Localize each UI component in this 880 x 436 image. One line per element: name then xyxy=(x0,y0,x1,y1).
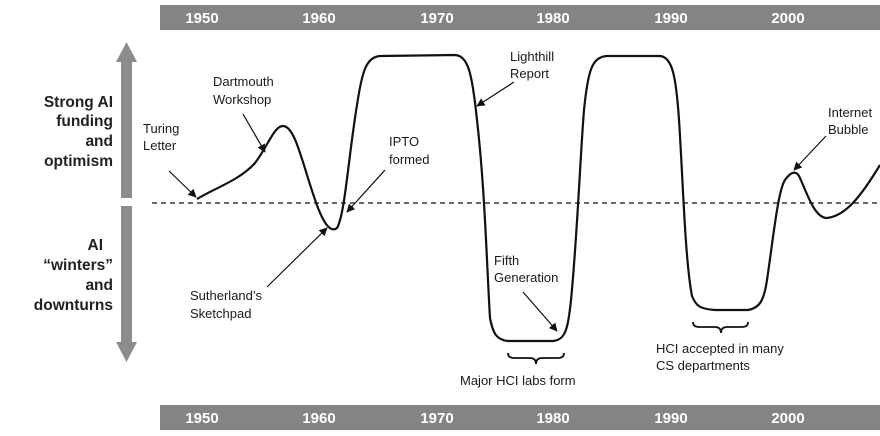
bottom-year-label: 1980 xyxy=(536,410,569,427)
bottom-year-label: 1970 xyxy=(420,410,453,427)
side-arrow-down-icon xyxy=(116,342,137,362)
annotation-line: Letter xyxy=(143,138,177,153)
turing-pointer xyxy=(168,170,197,198)
hci-accepted-brace xyxy=(692,321,749,334)
bottom-year-label: 2000 xyxy=(771,410,804,427)
dartmouth-workshop-label: Dartmouth Workshop xyxy=(213,74,274,107)
upper-side-label-line: optimism xyxy=(44,153,113,170)
top-year-label: 1980 xyxy=(536,10,569,27)
top-year-axis: 1950 1960 1970 1980 1990 2000 xyxy=(160,5,880,30)
lower-side-label-line: downturns xyxy=(34,297,113,314)
major-hci-brace xyxy=(507,352,565,365)
annotation-line: Sutherland’s xyxy=(190,288,263,303)
side-arrow-upper-shaft xyxy=(121,58,132,198)
lighthill-pointer xyxy=(476,81,515,107)
sutherland-sketchpad-label: Sutherland’s Sketchpad xyxy=(190,288,263,321)
lower-side-label-line: and xyxy=(85,277,113,294)
annotation-line: CS departments xyxy=(656,358,750,373)
ipto-formed-label: IPTO formed xyxy=(389,134,429,167)
side-double-arrow xyxy=(116,42,137,362)
upper-side-label-line: funding xyxy=(56,113,113,130)
annotation-line: HCI accepted in many xyxy=(656,341,784,356)
sutherland-pointer xyxy=(266,227,328,288)
lower-side-label-line: AI xyxy=(88,237,104,254)
upper-side-label-line: Strong AI xyxy=(44,94,113,111)
upper-side-label-line: and xyxy=(85,133,113,150)
turing-letter-label: Turing Letter xyxy=(143,121,179,153)
annotation-line: IPTO xyxy=(389,134,419,149)
annotation-line: Lighthill xyxy=(510,49,554,64)
bottom-year-label: 1960 xyxy=(302,410,335,427)
major-hci-labs-label: Major HCI labs form xyxy=(460,373,576,388)
annotation-line: Internet xyxy=(828,105,872,120)
top-year-label: 1950 xyxy=(185,10,218,27)
bottom-year-label: 1990 xyxy=(654,410,687,427)
fifth-generation-label: Fifth Generation xyxy=(494,253,558,285)
dartmouth-pointer xyxy=(242,113,266,153)
bottom-year-axis: 1950 1960 1970 1980 1990 2000 xyxy=(160,405,880,430)
internet-bubble-pointer xyxy=(793,135,827,171)
annotation-line: Report xyxy=(510,66,549,81)
annotation-line: formed xyxy=(389,152,429,167)
bottom-year-label: 1950 xyxy=(185,410,218,427)
lower-side-label: AI “winters” and downturns xyxy=(34,237,113,314)
bottom-year-bar xyxy=(160,405,880,430)
annotation-line: Workshop xyxy=(213,92,271,107)
annotation-line: Turing xyxy=(143,121,179,136)
annotation-line: Bubble xyxy=(828,122,868,137)
lighthill-report-label: Lighthill Report xyxy=(510,49,554,81)
top-year-label: 1990 xyxy=(654,10,687,27)
annotation-line: Sketchpad xyxy=(190,306,251,321)
top-year-label: 1970 xyxy=(420,10,453,27)
annotation-line: Dartmouth xyxy=(213,74,274,89)
top-year-label: 1960 xyxy=(302,10,335,27)
hci-accepted-label: HCI accepted in many CS departments xyxy=(656,341,784,373)
funding-optimism-curve xyxy=(196,53,880,343)
side-arrow-up-icon xyxy=(116,42,137,62)
top-year-label: 2000 xyxy=(771,10,804,27)
upper-side-label: Strong AI funding and optimism xyxy=(44,94,113,170)
top-year-bar xyxy=(160,5,880,30)
annotation-line: Generation xyxy=(494,270,558,285)
annotation-line: Fifth xyxy=(494,253,519,268)
ipto-pointer xyxy=(346,169,386,213)
annotation-line: Major HCI labs form xyxy=(460,373,576,388)
fifth-generation-pointer xyxy=(522,291,558,332)
side-arrow-lower-shaft xyxy=(121,206,132,346)
internet-bubble-label: Internet Bubble xyxy=(828,105,872,137)
lower-side-label-line: “winters” xyxy=(43,257,113,274)
